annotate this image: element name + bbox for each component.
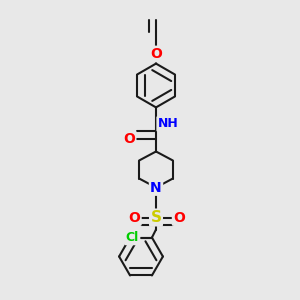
Text: S: S [151, 210, 161, 225]
Text: O: O [150, 47, 162, 61]
Text: O: O [128, 211, 140, 224]
Text: O: O [173, 211, 185, 224]
Text: N: N [150, 181, 162, 194]
Text: NH: NH [158, 117, 178, 130]
Text: Cl: Cl [126, 231, 139, 244]
Text: O: O [123, 132, 135, 145]
